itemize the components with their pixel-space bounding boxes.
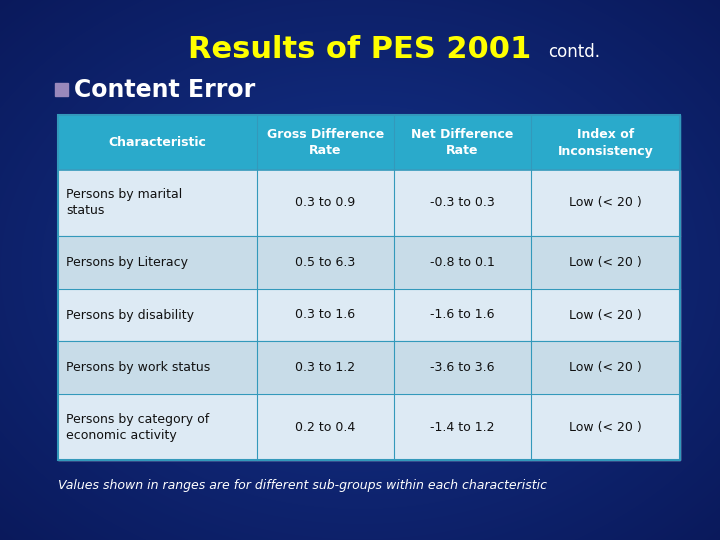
Text: -1.4 to 1.2: -1.4 to 1.2 [430, 421, 495, 434]
Text: contd.: contd. [548, 43, 600, 61]
Text: Low (< 20 ): Low (< 20 ) [569, 308, 642, 321]
Text: Gross Difference
Rate: Gross Difference Rate [267, 127, 384, 158]
Bar [58, 115, 680, 460]
Text: 0.2 to 0.4: 0.2 to 0.4 [295, 421, 356, 434]
Bar [58, 235, 680, 288]
Text: Low (< 20 ): Low (< 20 ) [569, 361, 642, 374]
Text: Content Error: Content Error [74, 78, 256, 102]
Text: Persons by category of
economic activity: Persons by category of economic activity [66, 413, 210, 442]
Text: -0.8 to 0.1: -0.8 to 0.1 [430, 255, 495, 268]
Text: Net Difference
Rate: Net Difference Rate [411, 127, 513, 158]
Text: Persons by disability: Persons by disability [66, 308, 194, 321]
Text: Characteristic: Characteristic [109, 136, 207, 149]
Bar [55, 83, 68, 96]
Bar [58, 288, 680, 341]
Text: Low (< 20 ): Low (< 20 ) [569, 421, 642, 434]
Text: 0.3 to 0.9: 0.3 to 0.9 [295, 196, 356, 210]
Text: 0.3 to 1.6: 0.3 to 1.6 [295, 308, 356, 321]
Text: Values shown in ranges are for different sub-groups within each characteristic: Values shown in ranges are for different… [58, 478, 547, 491]
Bar [58, 170, 680, 235]
Text: 0.3 to 1.2: 0.3 to 1.2 [295, 361, 356, 374]
Bar [58, 341, 680, 394]
Text: 0.5 to 6.3: 0.5 to 6.3 [295, 255, 356, 268]
Text: -1.6 to 1.6: -1.6 to 1.6 [430, 308, 495, 321]
Bar [58, 394, 680, 460]
Bar [58, 115, 680, 170]
Text: Results of PES 2001: Results of PES 2001 [189, 36, 531, 64]
Text: Persons by Literacy: Persons by Literacy [66, 255, 188, 268]
Text: Index of
Inconsistency: Index of Inconsistency [557, 127, 653, 158]
Text: -3.6 to 3.6: -3.6 to 3.6 [430, 361, 495, 374]
Text: Persons by work status: Persons by work status [66, 361, 210, 374]
Text: Low (< 20 ): Low (< 20 ) [569, 196, 642, 210]
Text: Low (< 20 ): Low (< 20 ) [569, 255, 642, 268]
Text: -0.3 to 0.3: -0.3 to 0.3 [430, 196, 495, 210]
Text: Persons by marital
status: Persons by marital status [66, 188, 182, 217]
